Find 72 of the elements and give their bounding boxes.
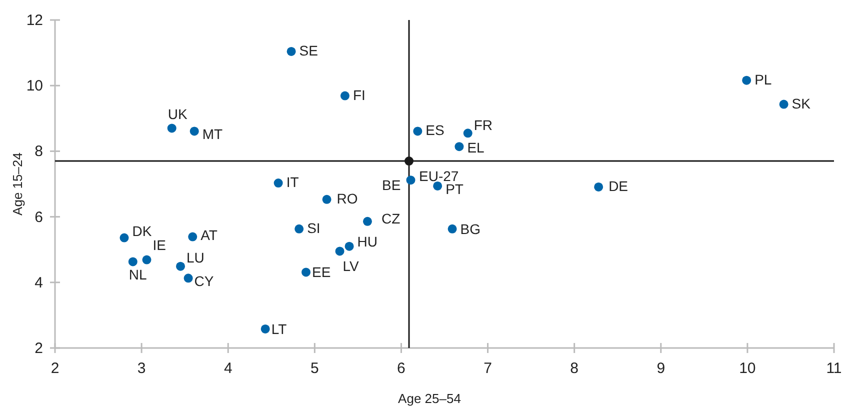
y-tick-label: 6: [34, 208, 43, 226]
point: [335, 246, 344, 256]
annotation: CY: [194, 273, 214, 290]
y-tick-label: 8: [34, 143, 43, 160]
y-tick-label: 4: [34, 274, 43, 292]
point: [128, 257, 138, 266]
point: [448, 224, 457, 234]
x-axis-title: Age 25–54: [398, 391, 461, 406]
annotation: RO: [336, 190, 358, 206]
annotation: FI: [352, 86, 366, 103]
point: [188, 232, 198, 242]
point: [340, 91, 350, 100]
point: [742, 76, 752, 85]
point: [294, 224, 304, 234]
annotation: NL: [128, 266, 148, 283]
annotation: IT: [286, 174, 300, 190]
point: [120, 233, 129, 242]
annotation: SK: [792, 95, 812, 112]
point: [433, 181, 442, 190]
point: [362, 216, 372, 226]
annotation: FR: [474, 117, 493, 134]
point: [190, 126, 199, 136]
x-tick-label: 8: [570, 360, 579, 377]
annotation: BG: [460, 220, 481, 237]
x-tick-label: 11: [826, 360, 842, 377]
x-tick-label: 3: [137, 360, 146, 377]
point: [344, 242, 354, 251]
annotation: PL: [754, 71, 772, 88]
annotation: AT: [200, 226, 218, 243]
point: [260, 324, 270, 334]
x-tick-label: 7: [484, 360, 492, 377]
point: [184, 274, 193, 283]
point: [322, 194, 332, 204]
point: [463, 128, 472, 138]
point: [142, 255, 152, 264]
point: [286, 46, 296, 56]
annotation: LU: [186, 249, 204, 266]
point: [779, 100, 788, 109]
x-tick-label: 5: [310, 360, 319, 377]
y-tick-label: 2: [34, 340, 43, 357]
annotation: EL: [467, 140, 485, 156]
annotation: DE: [608, 178, 628, 194]
point: [413, 126, 422, 136]
y-tick-label: 12: [26, 12, 43, 29]
annotation: DK: [132, 222, 152, 239]
annotation: LT: [271, 320, 288, 337]
point: [594, 182, 604, 192]
annotation: BE: [382, 177, 401, 194]
annotation: HU: [357, 233, 378, 250]
x-tick-label: 2: [50, 360, 60, 377]
point: [167, 124, 176, 133]
annotation: MT: [202, 126, 224, 142]
annotation: CZ: [381, 210, 401, 226]
annotation: SE: [299, 42, 318, 58]
x-tick-label: 6: [397, 360, 406, 377]
y-axis-title: Age 15–24: [10, 152, 25, 216]
point: [404, 156, 414, 166]
y-tick-label: 10: [26, 78, 43, 95]
annotation: SI: [307, 220, 320, 236]
annotation: IE: [152, 236, 166, 253]
point: [406, 176, 416, 185]
x-tick-label: 10: [739, 360, 756, 377]
annotation: UK: [168, 106, 188, 122]
point: [274, 178, 283, 188]
annotation: ES: [426, 122, 444, 138]
annotation: LV: [342, 258, 360, 274]
x-tick-label: 4: [224, 360, 232, 377]
x-tick-label: 9: [656, 360, 666, 377]
point: [454, 142, 464, 152]
point: [302, 268, 311, 277]
point: [176, 262, 186, 271]
annotation: EE: [312, 264, 331, 280]
